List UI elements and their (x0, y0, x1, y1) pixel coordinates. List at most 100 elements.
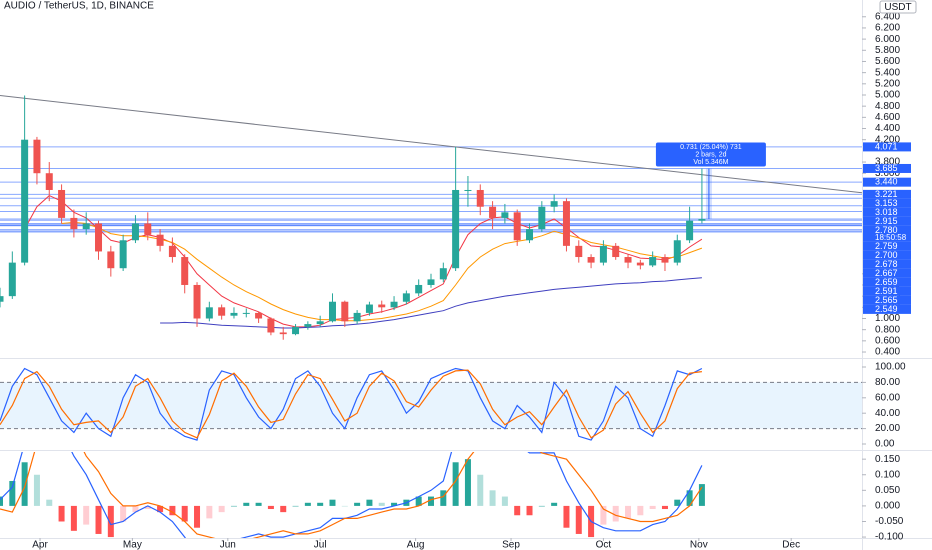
price-badge (863, 277, 911, 287)
y-tick-label: 4.400 (875, 123, 900, 134)
currency-label[interactable]: USDT (884, 2, 911, 13)
histogram-bar (501, 496, 508, 506)
histogram-bar (83, 505, 90, 525)
candle-body (378, 304, 386, 308)
candle-body (698, 219, 706, 221)
y-tick-label: 0.050 (875, 485, 900, 496)
price-badge-label: 3.018 (875, 207, 898, 217)
price-badge-label: 2.780 (875, 225, 898, 235)
price-badge (863, 177, 911, 187)
candle-body (316, 321, 324, 325)
y-tick-label: 80.00 (875, 377, 900, 388)
histogram-bar (255, 502, 262, 506)
y-tick-label: 5.800 (875, 45, 900, 56)
histogram-bar (551, 502, 558, 506)
histogram-bar (489, 490, 496, 506)
candle-body (587, 257, 595, 263)
candle-body (476, 189, 484, 207)
axes: Apr May Jun Jul Aug Sep Oct Nov Dec 0.4000.6000.8… (32, 11, 906, 550)
histogram-bar (157, 505, 164, 513)
y-tick-label: 20.00 (875, 423, 900, 434)
histogram-bar (33, 474, 40, 506)
histogram-bar (464, 459, 471, 506)
histogram-bar (637, 505, 644, 516)
candle-body (168, 245, 176, 258)
y-tick-label: 1.000 (875, 313, 900, 324)
candle-body (279, 332, 287, 335)
candle-body (144, 223, 152, 235)
candle-body (575, 245, 583, 258)
y-tick-label: -0.100 (875, 532, 904, 543)
candle-body (58, 189, 66, 218)
y-tick-label: 4.600 (875, 112, 900, 123)
histogram-bar (230, 505, 237, 507)
candle-body (107, 251, 115, 269)
candle-body (341, 301, 349, 322)
histogram-bar (526, 505, 533, 516)
histogram-bar (132, 505, 139, 513)
histogram-bar (9, 480, 16, 506)
price-badge (863, 250, 911, 260)
candle-body (427, 279, 435, 285)
y-tick-label: 100.00 (875, 362, 906, 373)
candle-body (328, 301, 336, 322)
y-tick-label: 4.200 (875, 134, 900, 145)
histogram-bar (46, 499, 53, 506)
candle-body (402, 293, 410, 302)
moving-average (61, 221, 703, 322)
histogram-bar (206, 505, 213, 519)
y-tick-label: 0.150 (875, 454, 900, 465)
x-tick-label: Aug (407, 540, 425, 550)
candle-body (292, 326, 300, 335)
histogram-bar (194, 505, 201, 528)
y-tick-label: 0.100 (875, 469, 900, 480)
histogram-bar (107, 505, 114, 538)
measure-box (655, 142, 766, 167)
histogram-bar (181, 505, 188, 522)
price-badge-label: 2.565 (875, 295, 898, 305)
histogram-bar (70, 505, 77, 531)
candle-body (415, 284, 423, 294)
candle-body (304, 324, 312, 327)
histogram-bar (612, 505, 619, 522)
price-badge (863, 142, 911, 152)
y-tick-label: 0.600 (875, 335, 900, 346)
candle-body (501, 212, 509, 218)
candle-body (661, 257, 669, 263)
x-tick-label: Apr (32, 540, 48, 550)
histogram-bar (0, 496, 3, 506)
y-tick-label: 5.400 (875, 67, 900, 78)
y-tick-label: 6.000 (875, 34, 900, 45)
histogram-bar (674, 499, 681, 506)
candle-body (550, 201, 558, 207)
histogram-bar (354, 502, 361, 506)
histogram-bar (477, 474, 484, 506)
price-badge-label: 2.915 (875, 216, 898, 226)
histogram-bar (267, 505, 274, 510)
histogram-bar (280, 505, 287, 513)
histogram-bar (452, 462, 459, 506)
histogram-bar (538, 505, 545, 507)
candle-body (255, 312, 263, 319)
currency-box[interactable] (879, 0, 917, 14)
histogram-bar (304, 502, 311, 506)
candle-body (353, 312, 361, 322)
price-badge-label: 2.678 (875, 259, 898, 269)
histogram-bar (649, 505, 656, 510)
candle-body (242, 312, 250, 314)
candle-body (218, 307, 226, 316)
candle-body (612, 245, 620, 258)
price-badge (863, 198, 911, 208)
candle-body (0, 296, 4, 302)
price-badge (863, 286, 911, 296)
stoch-line (0, 369, 702, 439)
symbol-title: AUDIO / TetherUS, 1D, BINANCE (4, 1, 154, 12)
candle-body (230, 312, 238, 316)
price-badge (863, 295, 911, 305)
candle-body (390, 301, 398, 308)
histogram-bar (120, 505, 127, 522)
price-badge (863, 189, 911, 199)
y-tick-label: 3.600 (875, 168, 900, 179)
macd-line (0, 452, 703, 538)
y-tick-label: 5.200 (875, 78, 900, 89)
